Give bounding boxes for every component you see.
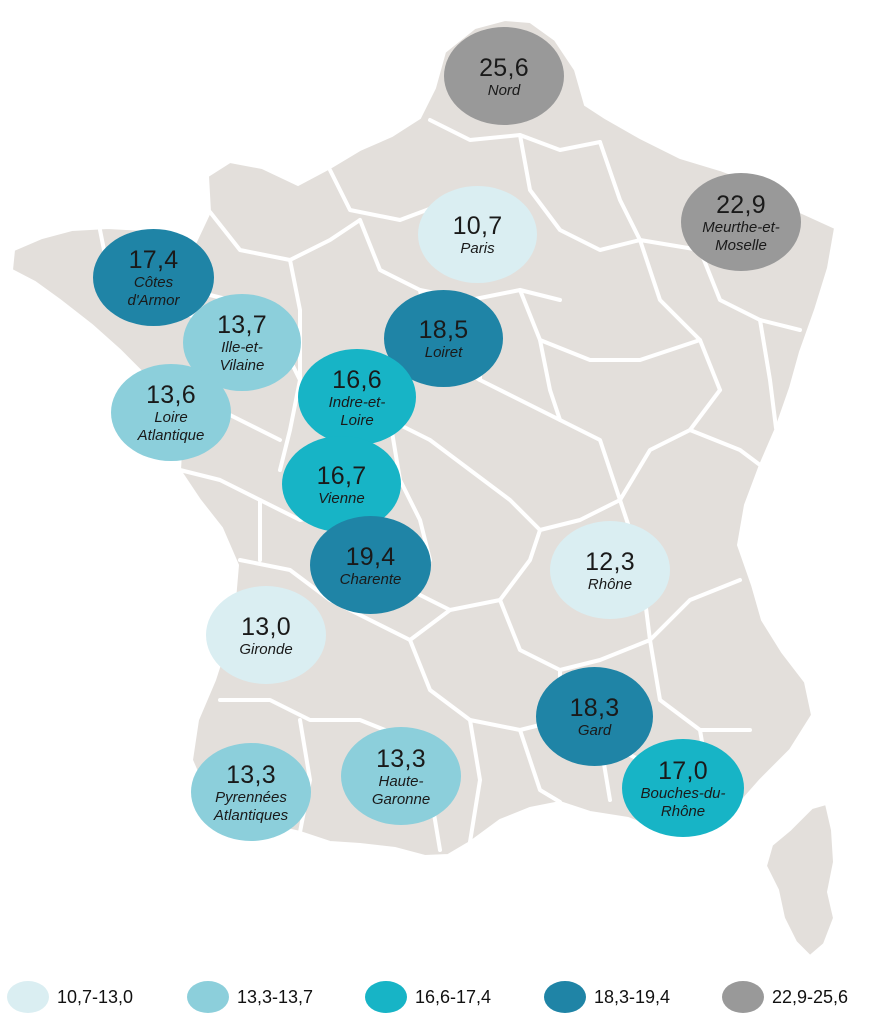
- legend-swatch: [365, 981, 407, 1013]
- legend-item: 16,6-17,4: [365, 975, 491, 1019]
- bubble-gard: 18,3 Gard: [536, 667, 653, 766]
- bubble-value: 25,6: [479, 53, 529, 82]
- bubble-meurthe-et-moselle: 22,9 Meurthe-et- Moselle: [681, 173, 801, 271]
- bubble-value: 18,3: [569, 694, 620, 722]
- bubble-value: 12,3: [585, 547, 635, 576]
- bubble-value: 13,6: [146, 381, 196, 409]
- bubble-department-name: Loire Atlantique: [137, 409, 205, 444]
- bubble-gironde: 13,0 Gironde: [206, 586, 326, 684]
- bubble-haute-garonne: 13,3 Haute- Garonne: [341, 727, 461, 825]
- bubble-rhone: 12,3 Rhône: [550, 521, 670, 619]
- bubble-value: 13,3: [226, 760, 276, 789]
- corsica-shape: [764, 802, 836, 958]
- bubble-department-name: Gironde: [239, 640, 293, 658]
- bubble-value: 18,5: [418, 316, 469, 344]
- legend-item: 18,3-19,4: [544, 975, 670, 1019]
- legend-label: 18,3-19,4: [594, 986, 671, 1007]
- bubble-loire-atlantique: 13,6 Loire Atlantique: [111, 364, 231, 461]
- bubble-value: 17,4: [128, 246, 179, 274]
- bubble-department-name: Indre-et- Loire: [328, 393, 386, 429]
- bubble-department-name: Vienne: [318, 489, 365, 507]
- bubble-department-name: Rhône: [587, 575, 633, 593]
- legend-swatch: [7, 981, 49, 1013]
- bubble-value: 13,7: [217, 311, 267, 339]
- bubble-value: 10,7: [452, 212, 503, 240]
- legend-label: 10,7-13,0: [57, 986, 134, 1007]
- bubble-department-name: Pyrennées Atlantiques: [213, 788, 289, 824]
- bubble-cotes-d-armor: 17,4 Côtes d'Armor: [93, 229, 214, 326]
- bubble-department-name: Côtes d'Armor: [127, 274, 180, 309]
- bubble-department-name: Nord: [487, 81, 521, 99]
- bubble-nord: 25,6 Nord: [444, 27, 564, 125]
- legend-swatch: [187, 981, 229, 1013]
- bubble-department-name: Paris: [460, 240, 495, 257]
- bubble-value: 22,9: [716, 190, 766, 219]
- legend-label: 16,6-17,4: [415, 986, 492, 1007]
- bubble-value: 13,3: [376, 744, 426, 773]
- legend-item: 10,7-13,0: [7, 975, 133, 1019]
- legend-swatch: [544, 981, 586, 1013]
- bubble-indre-et-loire: 16,6 Indre-et- Loire: [298, 349, 416, 445]
- bubble-department-name: Haute- Garonne: [371, 772, 431, 808]
- bubble-value: 16,6: [332, 365, 382, 394]
- bubble-department-name: Gard: [577, 722, 612, 739]
- bubble-value: 13,0: [241, 612, 291, 641]
- bubble-department-name: Charente: [339, 570, 402, 588]
- bubble-paris: 10,7 Paris: [418, 186, 537, 283]
- bubble-department-name: Ille-et- Vilaine: [219, 339, 265, 374]
- bubble-value: 16,7: [316, 461, 367, 490]
- bubble-charente: 19,4 Charente: [310, 516, 431, 614]
- bubble-value: 19,4: [345, 542, 396, 571]
- legend-label: 22,9-25,6: [772, 986, 849, 1007]
- bubble-value: 17,0: [658, 756, 708, 785]
- bubble-department-name: Meurthe-et- Moselle: [702, 218, 780, 254]
- legend: 10,7-13,0 13,3-13,7 16,6-17,4 18,3-19,4 …: [0, 975, 874, 1019]
- bubble-department-name: Bouches-du- Rhône: [640, 784, 726, 820]
- bubble-bouches-du-rhone: 17,0 Bouches-du- Rhône: [622, 739, 744, 837]
- legend-item: 13,3-13,7: [187, 975, 313, 1019]
- legend-item: 22,9-25,6: [722, 975, 848, 1019]
- bubble-pyrennees-atlantiques: 13,3 Pyrennées Atlantiques: [191, 743, 311, 841]
- legend-label: 13,3-13,7: [237, 986, 314, 1007]
- bubble-department-name: Loiret: [424, 344, 463, 361]
- legend-swatch: [722, 981, 764, 1013]
